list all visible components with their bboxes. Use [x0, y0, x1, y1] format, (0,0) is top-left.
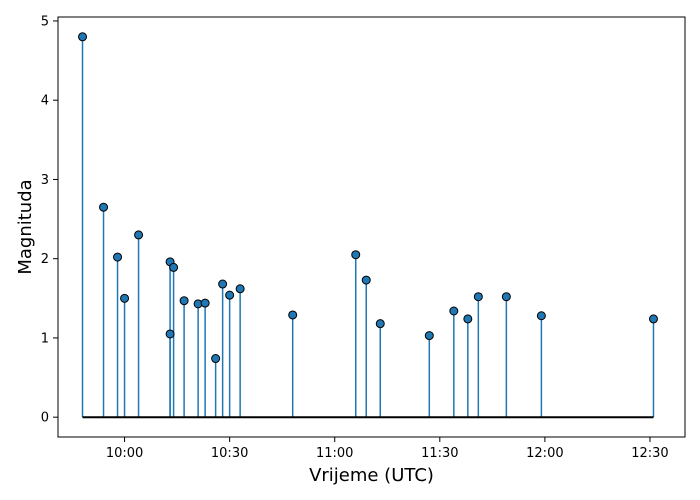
stem-marker — [473, 292, 483, 302]
y-axis-label: Magnituda — [15, 179, 36, 274]
x-tick-label: 12:30 — [631, 446, 668, 461]
y-axis-ticks: 0 1 2 3 4 5 — [41, 14, 58, 426]
stem-marker — [501, 292, 511, 302]
y-tick-label: 5 — [41, 14, 49, 29]
stem-marker — [78, 32, 88, 42]
x-axis-ticks: 10:00 10:30 11:00 11:30 12:00 12:30 — [106, 437, 669, 461]
x-tick-label: 11:30 — [421, 446, 458, 461]
x-tick-label: 12:00 — [526, 446, 563, 461]
plot-frame — [57, 16, 686, 438]
plot-area — [58, 17, 685, 437]
y-tick-label: 1 — [41, 331, 49, 346]
x-tick-label: 10:30 — [211, 446, 248, 461]
stem-marker — [288, 310, 298, 320]
x-tick-label: 11:00 — [316, 446, 353, 461]
stem-marker — [99, 202, 109, 212]
stem-marker — [449, 306, 459, 316]
stem-marker — [200, 298, 210, 308]
stem-marker — [463, 314, 473, 324]
y-tick-label: 0 — [41, 411, 49, 426]
stem-marker — [218, 279, 228, 289]
stem-marker — [165, 329, 175, 339]
stem-marker — [648, 314, 658, 324]
stem-marker — [351, 250, 361, 260]
stem-marker — [225, 290, 235, 300]
y-tick-label: 3 — [41, 173, 49, 188]
stem-marker — [536, 311, 546, 321]
stem-marker — [375, 319, 385, 329]
stem-marker — [113, 252, 123, 262]
stem-marker — [179, 296, 189, 306]
x-axis-label: Vrijeme (UTC) — [309, 465, 434, 486]
stem-marker — [211, 354, 221, 364]
marker-series — [78, 32, 658, 364]
x-tick-label: 10:00 — [106, 446, 143, 461]
stem-marker — [134, 230, 144, 240]
stem-series — [81, 36, 655, 418]
y-tick-label: 4 — [41, 94, 49, 109]
y-tick-label: 2 — [41, 252, 49, 267]
stem-marker — [169, 262, 179, 272]
stem-marker — [361, 275, 371, 285]
stem-marker — [424, 331, 434, 341]
stem-marker — [120, 293, 130, 303]
stem-marker — [235, 284, 245, 294]
